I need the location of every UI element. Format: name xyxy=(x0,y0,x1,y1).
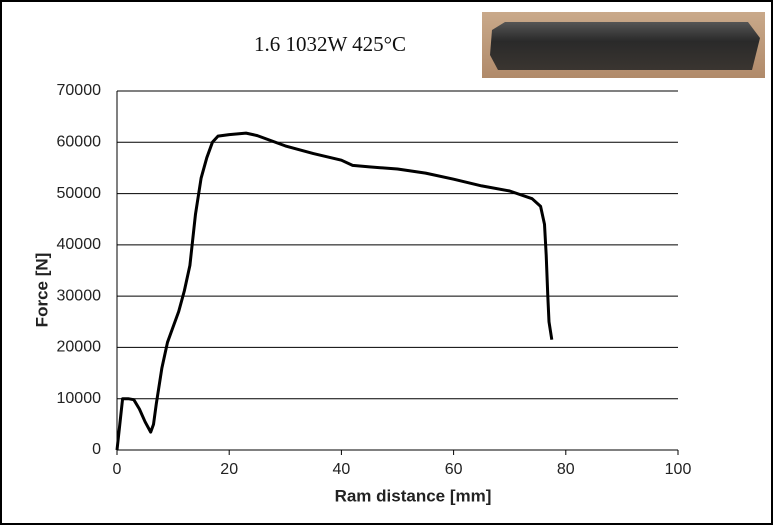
chart-title: 1.6 1032W 425°C xyxy=(254,32,406,56)
x-tick-label: 100 xyxy=(665,461,692,478)
x-tick-label: 80 xyxy=(557,461,575,478)
x-tick-label: 20 xyxy=(220,461,238,478)
data-line xyxy=(115,131,554,451)
y-tick-label: 40000 xyxy=(57,236,102,253)
x-tick-label: 0 xyxy=(113,461,122,478)
y-tick-label: 70000 xyxy=(57,82,102,99)
y-tick-label: 50000 xyxy=(57,185,102,202)
y-tick-label: 20000 xyxy=(57,339,102,356)
x-tick-label: 40 xyxy=(333,461,351,478)
y-tick-label: 0 xyxy=(92,441,101,458)
y-tick-label: 10000 xyxy=(57,390,102,407)
x-tick-label: 60 xyxy=(445,461,463,478)
y-tick-label: 30000 xyxy=(57,287,102,304)
y-tick-label: 60000 xyxy=(57,134,102,151)
x-axis-title: Ram distance [mm] xyxy=(335,486,492,505)
specimen-photo xyxy=(482,12,765,78)
y-axis-title: Force [N] xyxy=(32,253,51,328)
